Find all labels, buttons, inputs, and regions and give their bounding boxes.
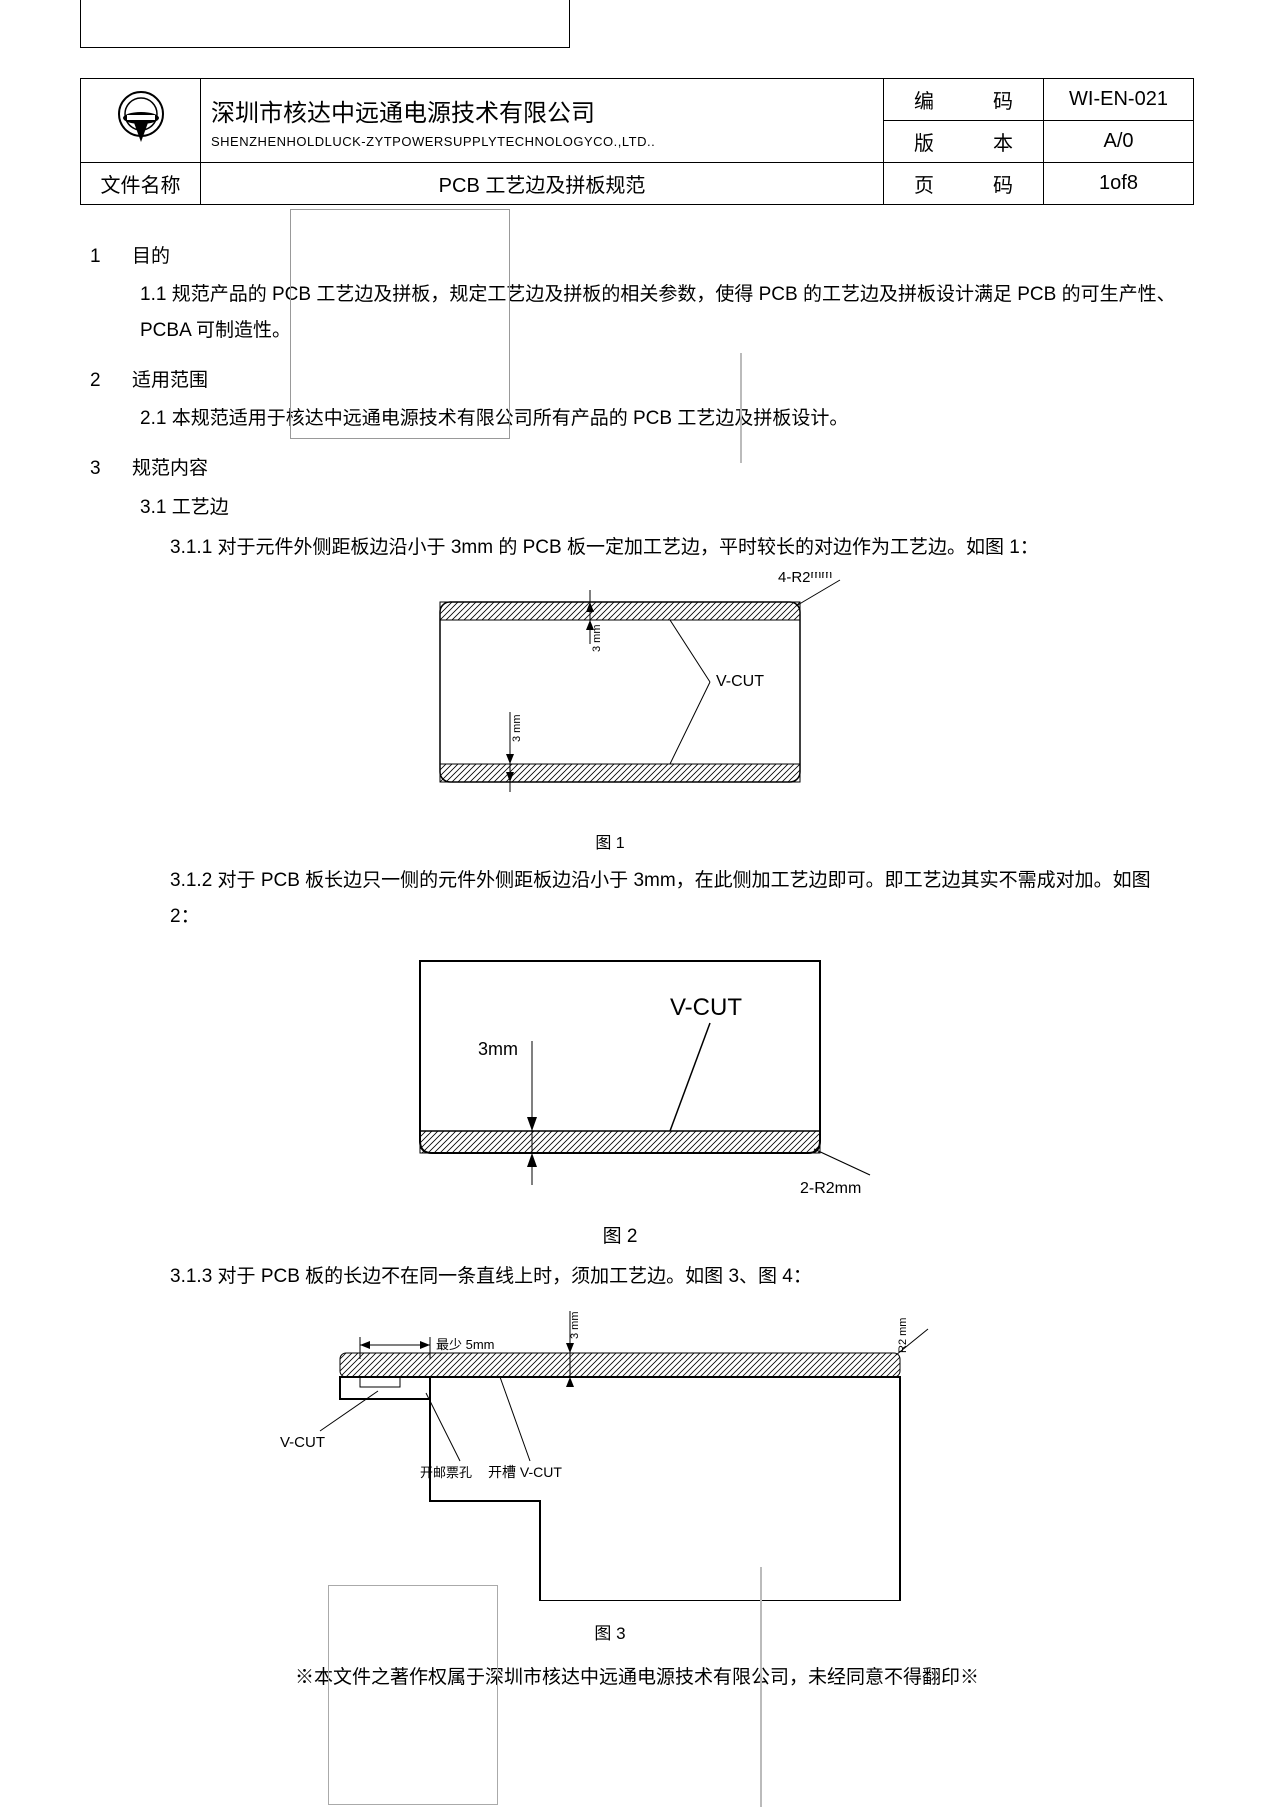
document-body: 1 目的 1.1 规范产品的 PCB 工艺边及拼板，规定工艺边及拼板的相关参数，… <box>80 205 1194 1696</box>
company-subtitle: SHENZHENHOLDLUCK-ZYTPOWERSUPPLYTECHNOLOG… <box>211 134 873 149</box>
paragraph-3-1: 3.1 工艺边 <box>90 490 1184 526</box>
figure-2-caption: 图 2 <box>340 1219 900 1255</box>
paragraph-3-1-1: 3.1.1 对于元件外侧距板边沿小于 3mm 的 PCB 板一定加工艺边，平时较… <box>90 530 1184 566</box>
fig3-slot-label: 开槽 V-CUT <box>488 1464 562 1480</box>
company-logo-icon <box>113 90 169 146</box>
company-name-cell: 深圳市核达中远通电源技术有限公司 SHENZHENHOLDLUCK-ZYTPOW… <box>201 79 884 163</box>
fig1-dim-bottom: 3 mm <box>511 714 523 742</box>
fig3-stamp-label: 开邮票孔 <box>420 1465 472 1480</box>
fig2-dim-3mm: 3mm <box>478 1039 518 1059</box>
fig2-vcut-label: V-CUT <box>670 994 742 1021</box>
paragraph-3-1-2: 3.1.2 对于 PCB 板长边只一侧的元件外侧距板边沿小于 3mm，在此侧加工… <box>90 863 1184 935</box>
section-2-title: 适用范围 <box>132 363 208 399</box>
section-2-number: 2 <box>90 363 108 399</box>
paragraph-1-1: 1.1 规范产品的 PCB 工艺边及拼板，规定工艺边及拼板的相关参数，使得 PC… <box>90 277 1184 349</box>
page-label: 页 码 <box>884 163 1044 205</box>
company-name: 深圳市核达中远通电源技术有限公司 <box>211 93 873 128</box>
fig1-vcut-label: V-CUT <box>716 673 764 690</box>
figure-1: 4-R2mm V-CUT 3 mm 3 mm 图 1 <box>350 572 870 859</box>
version-label: 版 本 <box>884 121 1044 163</box>
copyright-footer: ※本文件之著作权属于深圳市核达中远通电源技术有限公司，未经同意不得翻印※ <box>90 1660 1184 1696</box>
fig2-corner-label: 2-R2mm <box>800 1180 861 1197</box>
figure-3-svg: 最少 5mm 3 mm R2 mm V-CUT 开邮票孔 开槽 V-CUT <box>260 1301 960 1601</box>
section-2-heading: 2 适用范围 <box>90 363 1184 399</box>
fig3-min-label: 最少 5mm <box>436 1337 495 1352</box>
fig1-corner-label: 4-R2mm <box>778 572 832 586</box>
code-value: WI-EN-021 <box>1044 79 1194 121</box>
section-1-title: 目的 <box>132 239 170 275</box>
section-3-number: 3 <box>90 451 108 487</box>
figure-1-caption: 图 1 <box>350 829 870 859</box>
version-value: A/0 <box>1044 121 1194 163</box>
page-container: 深圳市核达中远通电源技术有限公司 SHENZHENHOLDLUCK-ZYTPOW… <box>0 0 1274 1736</box>
fig3-r2-label: R2 mm <box>897 1317 909 1352</box>
figure-3: 最少 5mm 3 mm R2 mm V-CUT 开邮票孔 开槽 V-CUT 图 … <box>260 1301 960 1650</box>
paragraph-2-1: 2.1 本规范适用于核达中远通电源技术有限公司所有产品的 PCB 工艺边及拼板设… <box>90 401 1184 437</box>
paragraph-3-1-3: 3.1.3 对于 PCB 板的长边不在同一条直线上时，须加工艺边。如图 3、图 … <box>90 1259 1184 1295</box>
fig3-vcut-a: V-CUT <box>280 1434 325 1451</box>
figure-1-svg: 4-R2mm V-CUT 3 mm 3 mm <box>350 572 870 812</box>
code-label: 编 码 <box>884 79 1044 121</box>
document-header-table: 深圳市核达中远通电源技术有限公司 SHENZHENHOLDLUCK-ZYTPOW… <box>80 78 1194 205</box>
paragraph-1-1-text: 1.1 规范产品的 PCB 工艺边及拼板，规定工艺边及拼板的相关参数，使得 PC… <box>140 277 1184 349</box>
fig1-dim-top: 3 mm <box>591 624 603 652</box>
page-value: 1of8 <box>1044 163 1194 205</box>
header-placeholder-box <box>80 0 570 48</box>
figure-2-svg: V-CUT 3mm 2-R2mm <box>340 941 900 1201</box>
section-3-title: 规范内容 <box>132 451 208 487</box>
section-1-heading: 1 目的 <box>90 239 1184 275</box>
figure-3-caption: 图 3 <box>260 1618 960 1650</box>
section-3-heading: 3 规范内容 <box>90 451 1184 487</box>
logo-cell <box>81 79 201 163</box>
figure-2: V-CUT 3mm 2-R2mm 图 2 <box>340 941 900 1254</box>
section-1-number: 1 <box>90 239 108 275</box>
file-label: 文件名称 <box>81 163 201 205</box>
fig3-dim-3mm: 3 mm <box>569 1311 581 1339</box>
document-title: PCB 工艺边及拼板规范 <box>201 163 884 205</box>
